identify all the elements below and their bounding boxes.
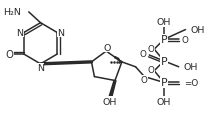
Text: N: N [58, 29, 65, 38]
Text: H₂N: H₂N [3, 8, 21, 17]
Text: OH: OH [184, 63, 198, 72]
Text: N: N [37, 64, 44, 73]
Text: =O: =O [184, 78, 198, 87]
Text: OH: OH [103, 97, 117, 106]
Text: P: P [161, 35, 167, 45]
Text: O: O [148, 66, 155, 75]
Text: O: O [104, 43, 111, 52]
Text: O: O [182, 35, 189, 44]
Text: P: P [161, 78, 167, 88]
Polygon shape [109, 81, 116, 98]
Text: N: N [16, 29, 23, 38]
Text: OH: OH [190, 26, 205, 35]
Text: O: O [141, 75, 148, 84]
Text: OH: OH [157, 18, 171, 27]
Text: O: O [5, 50, 13, 60]
Text: P: P [161, 56, 167, 66]
Text: O: O [148, 44, 155, 53]
Text: O: O [140, 49, 146, 58]
Text: OH: OH [157, 97, 171, 106]
